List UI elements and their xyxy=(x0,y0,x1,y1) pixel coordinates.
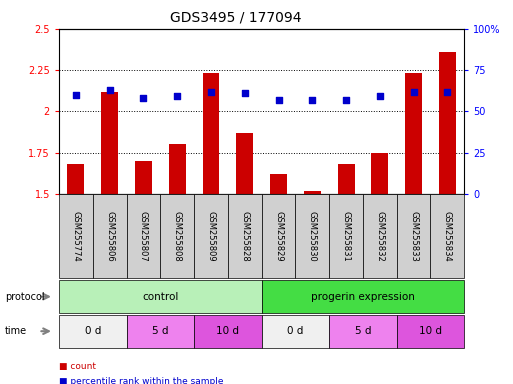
Bar xyxy=(169,144,186,194)
Text: ■ count: ■ count xyxy=(59,362,96,371)
Text: GSM255809: GSM255809 xyxy=(206,211,215,262)
Text: protocol: protocol xyxy=(5,291,45,302)
Bar xyxy=(405,73,422,194)
Text: GSM255830: GSM255830 xyxy=(308,211,317,262)
Text: progerin expression: progerin expression xyxy=(311,291,415,302)
Text: GSM255807: GSM255807 xyxy=(139,211,148,262)
Bar xyxy=(93,194,127,278)
Bar xyxy=(262,315,329,348)
Point xyxy=(241,90,249,96)
Text: GSM255829: GSM255829 xyxy=(274,211,283,262)
Bar xyxy=(439,52,456,194)
Bar xyxy=(59,315,127,348)
Text: GSM255832: GSM255832 xyxy=(376,211,384,262)
Bar xyxy=(101,91,118,194)
Bar xyxy=(329,315,397,348)
Bar xyxy=(127,194,160,278)
Bar xyxy=(363,194,397,278)
Text: GSM255831: GSM255831 xyxy=(342,211,350,262)
Bar xyxy=(304,190,321,194)
Text: GSM255806: GSM255806 xyxy=(105,211,114,262)
Point xyxy=(274,97,283,103)
Text: 0 d: 0 d xyxy=(287,326,304,336)
Bar xyxy=(262,280,464,313)
Text: 5 d: 5 d xyxy=(354,326,371,336)
Bar xyxy=(135,161,152,194)
Bar xyxy=(228,194,262,278)
Point xyxy=(342,97,350,103)
Text: control: control xyxy=(142,291,179,302)
Text: GSM255833: GSM255833 xyxy=(409,211,418,262)
Bar xyxy=(127,315,194,348)
Text: GSM255808: GSM255808 xyxy=(173,211,182,262)
Text: GDS3495 / 177094: GDS3495 / 177094 xyxy=(170,11,302,25)
Point xyxy=(443,88,451,94)
Bar xyxy=(67,164,84,194)
Bar xyxy=(329,194,363,278)
Bar xyxy=(430,194,464,278)
Bar xyxy=(59,194,93,278)
Text: 5 d: 5 d xyxy=(152,326,169,336)
Text: GSM255828: GSM255828 xyxy=(240,211,249,262)
Point xyxy=(140,95,148,101)
Bar xyxy=(397,194,430,278)
Bar xyxy=(194,315,262,348)
Text: time: time xyxy=(5,326,27,336)
Point xyxy=(173,93,181,99)
Point xyxy=(376,93,384,99)
Text: GSM255774: GSM255774 xyxy=(71,211,81,262)
Bar xyxy=(338,164,354,194)
Bar xyxy=(295,194,329,278)
Bar xyxy=(397,315,464,348)
Bar xyxy=(160,194,194,278)
Text: 10 d: 10 d xyxy=(419,326,442,336)
Point xyxy=(106,87,114,93)
Point xyxy=(207,88,215,94)
Bar xyxy=(59,280,262,313)
Bar xyxy=(236,133,253,194)
Bar xyxy=(194,194,228,278)
Text: GSM255834: GSM255834 xyxy=(443,211,452,262)
Bar xyxy=(203,73,220,194)
Point xyxy=(409,88,418,94)
Bar xyxy=(371,152,388,194)
Text: 10 d: 10 d xyxy=(216,326,240,336)
Bar xyxy=(262,194,295,278)
Text: ■ percentile rank within the sample: ■ percentile rank within the sample xyxy=(59,377,224,384)
Text: 0 d: 0 d xyxy=(85,326,101,336)
Bar xyxy=(270,174,287,194)
Point xyxy=(72,92,80,98)
Point xyxy=(308,97,317,103)
